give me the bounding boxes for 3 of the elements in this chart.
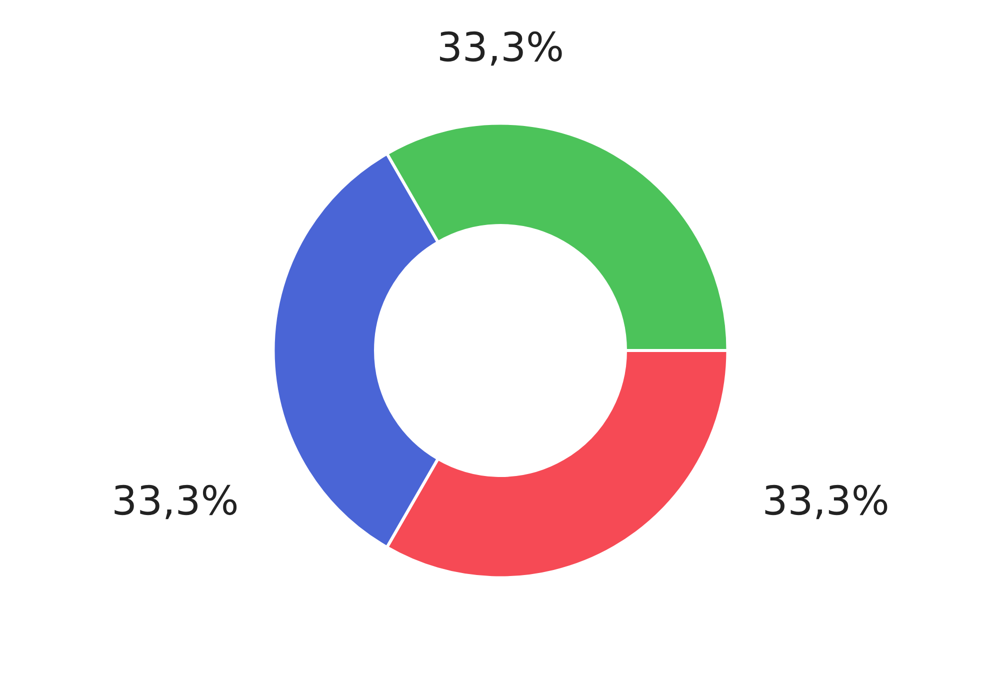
- data-label: 33,3%: [762, 478, 890, 525]
- data-label: 33,3%: [436, 25, 564, 72]
- data-label: 33,3%: [112, 478, 239, 525]
